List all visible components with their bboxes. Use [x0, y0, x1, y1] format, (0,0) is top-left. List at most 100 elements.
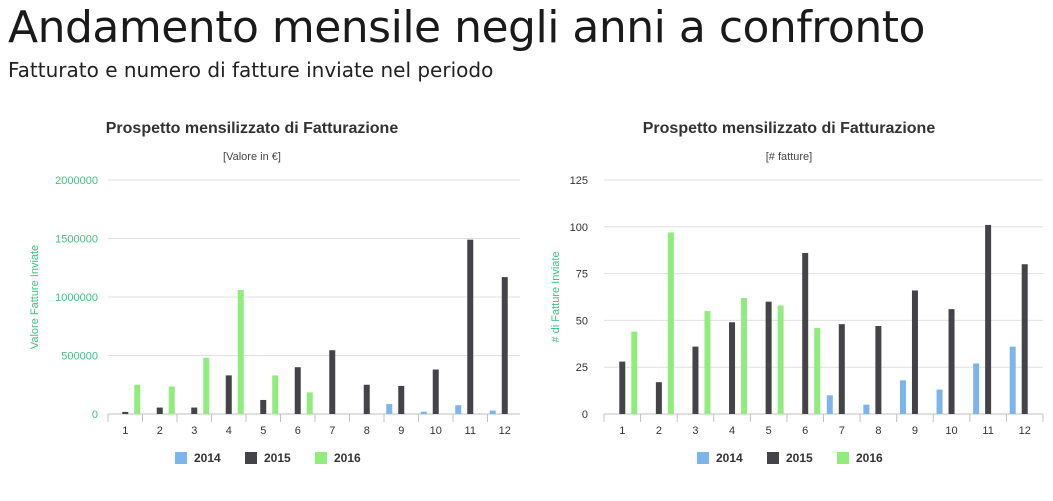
x-tick-label: 2	[656, 425, 662, 437]
chart-numero-fatture: Prospetto mensilizzato di Fatturazione […	[527, 110, 1053, 501]
bar-2014-month-12	[1009, 346, 1016, 414]
bar-2016-month-6	[306, 392, 313, 414]
x-tick-label: 10	[945, 425, 957, 437]
chart-valore-fatture-svg: Prospetto mensilizzato di Fatturazione […	[29, 120, 520, 465]
legend-label-2014: 2014	[716, 451, 743, 465]
y-tick-label: 1000000	[55, 292, 98, 304]
x-tick-label: 9	[398, 425, 404, 437]
bar-2014-month-9	[899, 380, 906, 414]
bar-2016-month-2	[168, 386, 175, 414]
bar-2015-month-7	[838, 324, 845, 414]
bar-2015-month-5	[260, 399, 267, 414]
chart-title: Prospetto mensilizzato di Fatturazione	[643, 120, 936, 137]
y-tick-label: 1500000	[55, 234, 98, 246]
bar-2016-month-5	[777, 305, 784, 414]
bar-2015-month-11	[985, 224, 992, 414]
bar-2016-month-3	[704, 311, 711, 414]
legend-label-2016: 2016	[334, 451, 361, 465]
bar-2015-month-2	[655, 382, 662, 414]
x-tick-label: 1	[122, 425, 128, 437]
bar-2015-month-12	[501, 277, 508, 414]
legend-swatch-2016	[315, 452, 327, 464]
bar-2014-month-11	[973, 363, 980, 414]
bar-2016-month-1	[134, 384, 141, 414]
y-tick-label: 2000000	[55, 175, 98, 187]
y-tick-label: 0	[582, 409, 588, 421]
x-tick-label: 4	[729, 425, 735, 437]
x-tick-label: 4	[226, 425, 232, 437]
x-tick-label: 5	[260, 425, 266, 437]
bar-2015-month-4	[225, 375, 232, 414]
bar-2014-month-11	[455, 405, 462, 414]
bar-2015-month-11	[467, 239, 474, 414]
x-tick-label: 12	[499, 425, 511, 437]
legend-swatch-2016	[837, 452, 849, 464]
legend-label-2016: 2016	[856, 451, 883, 465]
x-tick-label: 6	[802, 425, 808, 437]
bar-2015-month-8	[875, 326, 882, 414]
bar-2016-month-1	[631, 331, 638, 414]
bar-2015-month-9	[911, 290, 918, 414]
page-title: Andamento mensile negli anni a confronto	[8, 2, 925, 53]
y-tick-label: 50	[576, 315, 588, 327]
bar-2014-month-12	[489, 410, 496, 414]
chart-subtitle: [# fatture]	[766, 151, 812, 163]
bar-2014-month-10	[420, 411, 427, 414]
bar-2015-month-12	[1021, 264, 1028, 414]
x-tick-label: 11	[465, 425, 476, 437]
bar-2015-month-3	[191, 407, 198, 414]
y-tick-label: 75	[576, 269, 588, 281]
x-tick-label: 5	[766, 425, 772, 437]
bar-2016-month-2	[667, 232, 674, 414]
bar-2015-month-10	[432, 369, 439, 414]
bar-2015-month-7	[329, 350, 336, 414]
bar-2015-month-9	[398, 385, 405, 414]
x-tick-label: 11	[982, 425, 993, 437]
bar-2014-month-9	[386, 404, 393, 414]
y-axis-label: # di Fatture Inviate	[550, 251, 562, 342]
legend-label-2015: 2015	[264, 451, 291, 465]
chart-title: Prospetto mensilizzato di Fatturazione	[106, 120, 399, 137]
bar-2015-month-2	[156, 407, 163, 414]
x-tick-label: 2	[157, 425, 163, 437]
bar-2015-month-6	[294, 367, 301, 414]
chart-subtitle: [Valore in €]	[223, 151, 281, 163]
x-tick-label: 7	[839, 425, 845, 437]
bar-2016-month-4	[237, 289, 244, 414]
y-tick-label: 125	[570, 175, 588, 187]
page-subtitle: Fatturato e numero di fatture inviate ne…	[8, 58, 494, 82]
bar-2015-month-10	[948, 309, 955, 414]
bar-2015-month-6	[802, 253, 809, 414]
bar-2016-month-4	[741, 297, 748, 414]
bar-2015-month-3	[692, 346, 699, 414]
y-tick-label: 100	[570, 222, 588, 234]
legend-swatch-2015	[767, 452, 779, 464]
x-tick-label: 8	[364, 425, 370, 437]
y-axis-label: Valore Fatture Inviate	[29, 245, 41, 349]
bar-2014-month-7	[826, 395, 833, 414]
x-tick-label: 6	[295, 425, 301, 437]
chart-valore-fatture: Prospetto mensilizzato di Fatturazione […	[0, 110, 520, 501]
bar-2016-month-5	[272, 375, 279, 414]
y-tick-label: 0	[92, 409, 98, 421]
y-tick-label: 500000	[61, 351, 98, 363]
x-tick-label: 7	[329, 425, 335, 437]
bar-2016-month-6	[814, 327, 821, 414]
bar-2015-month-5	[765, 301, 772, 414]
x-tick-label: 10	[430, 425, 442, 437]
y-tick-label: 25	[576, 362, 588, 374]
x-tick-label: 9	[912, 425, 918, 437]
chart-numero-fatture-svg: Prospetto mensilizzato di Fatturazione […	[550, 120, 1044, 465]
legend-swatch-2014	[697, 452, 709, 464]
legend-swatch-2015	[245, 452, 257, 464]
x-tick-label: 3	[191, 425, 197, 437]
x-tick-label: 1	[619, 425, 625, 437]
bar-2014-month-8	[863, 404, 870, 414]
x-tick-label: 3	[692, 425, 698, 437]
x-tick-label: 12	[1019, 425, 1031, 437]
legend-label-2015: 2015	[786, 451, 813, 465]
bar-2015-month-1	[619, 361, 626, 414]
bar-2015-month-4	[729, 322, 736, 414]
bar-2016-month-3	[203, 357, 210, 414]
legend-swatch-2014	[175, 452, 187, 464]
